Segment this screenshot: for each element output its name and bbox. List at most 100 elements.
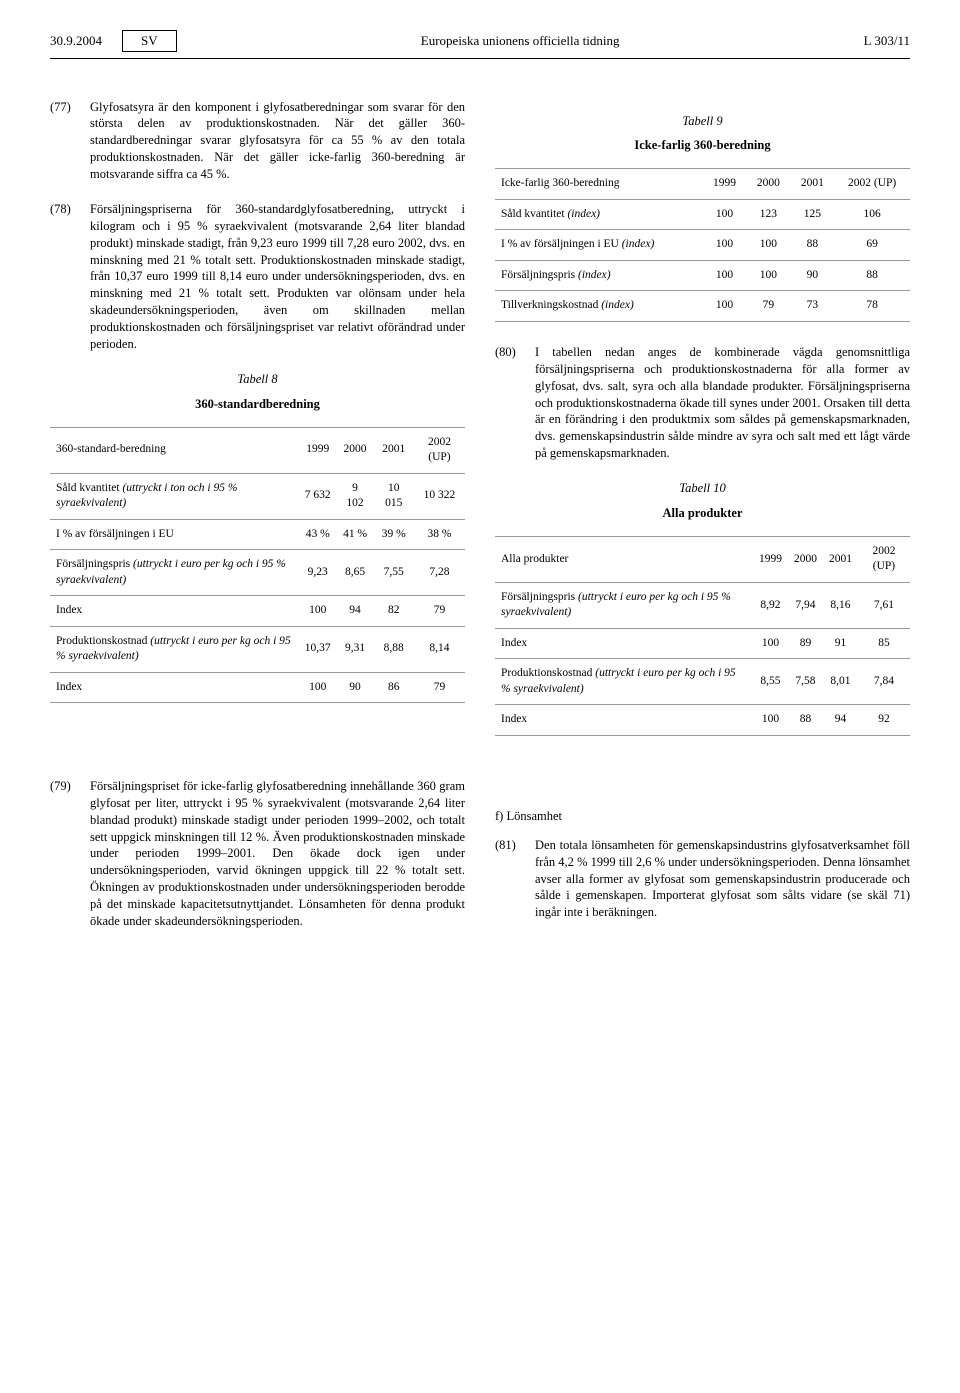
td: 7,61	[858, 582, 910, 628]
para-body: I tabellen nedan anges de kombinerade vä…	[535, 344, 910, 462]
td: 8,88	[373, 626, 413, 672]
para-num: (81)	[495, 837, 535, 921]
td: 9,23	[299, 550, 337, 596]
td: I % av försäljningen i EU (index)	[495, 230, 703, 261]
table-row: Icke-farlig 360-beredning 1999 2000 2001…	[495, 169, 910, 200]
td: Såld kvantitet (index)	[495, 199, 703, 230]
td: 90	[337, 672, 374, 703]
table-8: 360-standard-beredning 1999 2000 2001 20…	[50, 427, 465, 704]
header-journal: Europeiska unionens officiella tidning	[421, 32, 620, 50]
td: 94	[823, 705, 858, 736]
td: 10 015	[373, 473, 413, 519]
para-body: Försäljningspriset för icke-farlig glyfo…	[90, 778, 465, 930]
td: 7,28	[414, 550, 465, 596]
table-row: Tillverkningskostnad (index)100797378	[495, 291, 910, 322]
para-body: Den totala lönsamheten för gemenskapsind…	[535, 837, 910, 921]
table10-title: Alla produkter	[495, 505, 910, 522]
para-num: (80)	[495, 344, 535, 462]
table-row: Index100908679	[50, 672, 465, 703]
left-col: (77) Glyfosatsyra är den komponent i gly…	[50, 99, 465, 758]
td: 100	[703, 260, 747, 291]
table-row: Produktionskostnad (uttryckt i euro per …	[50, 626, 465, 672]
th: 360-standard-beredning	[50, 427, 299, 473]
para-num: (78)	[50, 201, 90, 353]
td: Index	[495, 628, 753, 659]
table-row: I % av försäljningen i EU (index)1001008…	[495, 230, 910, 261]
td: 100	[299, 672, 337, 703]
td: 100	[746, 260, 790, 291]
td: I % av försäljningen i EU	[50, 519, 299, 550]
th: 1999	[299, 427, 337, 473]
td: 88	[788, 705, 823, 736]
th: Icke-farlig 360-beredning	[495, 169, 703, 200]
td: 88	[834, 260, 910, 291]
th: 2002 (UP)	[834, 169, 910, 200]
footer-left: (79) Försäljningspriset för icke-farlig …	[50, 778, 465, 948]
para-77: (77) Glyfosatsyra är den komponent i gly…	[50, 99, 465, 183]
table-row: Index100948279	[50, 596, 465, 627]
section-f-heading: f) Lönsamhet	[495, 808, 910, 825]
td: 73	[790, 291, 834, 322]
td: 10,37	[299, 626, 337, 672]
content-two-col: (77) Glyfosatsyra är den komponent i gly…	[50, 99, 910, 758]
table-row: Produktionskostnad (uttryckt i euro per …	[495, 659, 910, 705]
table-row: Index100899185	[495, 628, 910, 659]
td: 100	[703, 199, 747, 230]
th: 2001	[373, 427, 413, 473]
th: 2002 (UP)	[858, 536, 910, 582]
table-row: Försäljningspris (uttryckt i euro per kg…	[50, 550, 465, 596]
table-row: Såld kvantitet (uttryckt i ton och i 95 …	[50, 473, 465, 519]
td: 100	[703, 291, 747, 322]
td: Produktionskostnad (uttryckt i euro per …	[495, 659, 753, 705]
td: 100	[746, 230, 790, 261]
th: 2000	[788, 536, 823, 582]
td: Index	[50, 596, 299, 627]
td: 69	[834, 230, 910, 261]
td: 79	[414, 672, 465, 703]
td: 8,65	[337, 550, 374, 596]
table9-title: Icke-farlig 360-beredning	[495, 137, 910, 154]
td: Tillverkningskostnad (index)	[495, 291, 703, 322]
td: 94	[337, 596, 374, 627]
td: 7,58	[788, 659, 823, 705]
para-body: Försäljningspriserna för 360-standardgly…	[90, 201, 465, 353]
header-lang: SV	[122, 30, 177, 52]
footer-right: f) Lönsamhet (81) Den totala lönsamheten…	[495, 778, 910, 948]
page-header: 30.9.2004 SV Europeiska unionens officie…	[50, 30, 910, 59]
td: 7,84	[858, 659, 910, 705]
th: 1999	[753, 536, 788, 582]
td: 90	[790, 260, 834, 291]
table-row: Försäljningspris (index)1001009088	[495, 260, 910, 291]
para-num: (79)	[50, 778, 90, 930]
td: Försäljningspris (uttryckt i euro per kg…	[50, 550, 299, 596]
footer-two-col: (79) Försäljningspriset för icke-farlig …	[50, 778, 910, 948]
table-row: Index100889492	[495, 705, 910, 736]
td: 43 %	[299, 519, 337, 550]
td: 100	[703, 230, 747, 261]
td: 79	[746, 291, 790, 322]
td: 8,92	[753, 582, 788, 628]
td: 8,14	[414, 626, 465, 672]
para-80: (80) I tabellen nedan anges de kombinera…	[495, 344, 910, 462]
td: 100	[299, 596, 337, 627]
td: 125	[790, 199, 834, 230]
right-col: Tabell 9 Icke-farlig 360-beredning Icke-…	[495, 99, 910, 758]
td: 39 %	[373, 519, 413, 550]
td: 100	[753, 628, 788, 659]
td: 7,55	[373, 550, 413, 596]
table8-title: 360-standardberedning	[50, 396, 465, 413]
td: 123	[746, 199, 790, 230]
th: 2000	[746, 169, 790, 200]
th: Alla produkter	[495, 536, 753, 582]
table8-num: Tabell 8	[50, 371, 465, 388]
para-num: (77)	[50, 99, 90, 183]
td: 9 102	[337, 473, 374, 519]
para-body: Glyfosatsyra är den komponent i glyfosat…	[90, 99, 465, 183]
td: Produktionskostnad (uttryckt i euro per …	[50, 626, 299, 672]
para-79: (79) Försäljningspriset för icke-farlig …	[50, 778, 465, 930]
header-page: L 303/11	[864, 32, 910, 50]
th: 2001	[823, 536, 858, 582]
td: 89	[788, 628, 823, 659]
td: 8,01	[823, 659, 858, 705]
td: 7,94	[788, 582, 823, 628]
